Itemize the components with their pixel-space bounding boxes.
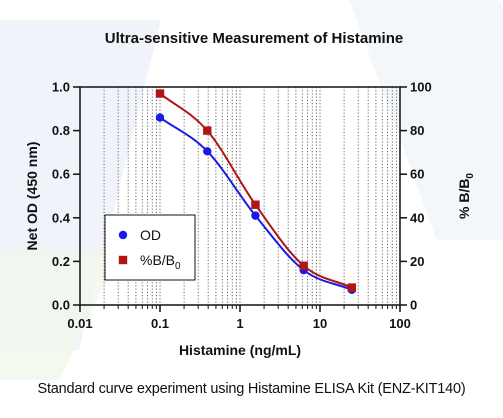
y-left-tick-label: 0.8 — [52, 123, 70, 138]
legend: OD %B/B0 — [104, 214, 196, 281]
data-point-b-b0 — [155, 89, 165, 98]
y-left-tick-label: 0.2 — [52, 254, 70, 269]
y-right-tick-label: 80 — [410, 123, 424, 138]
legend-marker-od — [118, 230, 128, 240]
y-right-tick-label: 60 — [410, 167, 424, 182]
data-points — [155, 89, 357, 294]
y-right-tick-label: 0 — [410, 298, 417, 313]
chart-title: Ultra-sensitive Measurement of Histamine — [105, 30, 403, 47]
y-left-tick-label: 1.0 — [52, 80, 70, 95]
legend-box — [104, 214, 196, 281]
data-point-b-b0 — [203, 126, 212, 135]
legend-marker-b-b0 — [118, 255, 128, 265]
x-tick-label: 10 — [313, 316, 327, 331]
axes: 0.01 0.1 1 10 100 0.0 0.2 0.4 0.6 0.8 1.0 0 20 40 60 80… — [24, 80, 476, 359]
legend-label-b-b0: %B/B0 — [140, 252, 181, 272]
y-right-axis-title-subscript: 0 — [465, 173, 476, 179]
data-point-b-b0 — [347, 283, 357, 292]
data-point-od — [155, 113, 165, 122]
grid — [103, 87, 397, 305]
data-point-b-b0 — [251, 200, 260, 209]
x-tick-label: 0.1 — [151, 316, 169, 331]
y-left-tick-label: 0.0 — [52, 298, 70, 313]
data-point-od — [251, 211, 260, 220]
data-point-b-b0 — [299, 261, 308, 270]
x-tick-label: 0.01 — [67, 316, 92, 331]
y-left-tick-label: 0.6 — [52, 167, 70, 182]
data-point-od — [203, 147, 212, 156]
y-left-axis-title: Net OD (450 nm) — [24, 142, 40, 251]
y-right-axis-title: % B/B0 — [456, 173, 476, 219]
x-axis-title: Histamine (ng/mL) — [179, 342, 301, 358]
x-tick-label: 1 — [236, 316, 243, 331]
legend-label-od: OD — [140, 227, 161, 243]
x-tick-label: 100 — [389, 316, 411, 331]
y-right-tick-label: 20 — [410, 254, 424, 269]
y-right-tick-label: 40 — [410, 210, 424, 225]
y-left-tick-label: 0.4 — [52, 210, 71, 225]
figure-caption: Standard curve experiment using Histamin… — [37, 381, 466, 397]
y-right-tick-label: 100 — [410, 80, 432, 95]
legend-label-subscript: 0 — [175, 261, 181, 272]
